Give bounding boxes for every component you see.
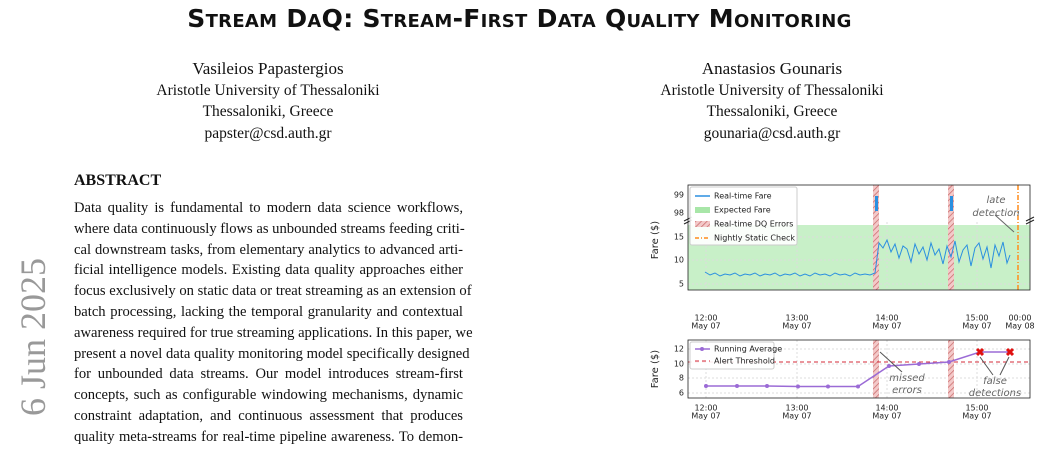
x-tick-label: 14:00 (875, 314, 898, 323)
y-tick-label: 98 (674, 209, 684, 218)
error-region (948, 185, 954, 290)
y-axis-label: Fare ($) (650, 221, 661, 259)
legend-label: Running Average (714, 345, 782, 354)
legend-label: Nightly Static Check (714, 234, 795, 243)
author-affiliation: Aristotle University of Thessaloniki (660, 81, 884, 99)
annotation: detections (969, 388, 1021, 399)
x-tick-label: 15:00 (965, 314, 988, 323)
x-tick-label: May 07 (962, 412, 991, 421)
annotation: false (983, 376, 1007, 387)
paper-title: Stream DaQ: Stream-First Data Quality Mo… (187, 4, 852, 33)
annotation: late (987, 195, 1006, 206)
x-tick-label: May 07 (691, 412, 720, 421)
spike (950, 196, 953, 211)
abstract-line: where data continuously flows as unbound… (74, 220, 465, 237)
x-tick-label: May 07 (872, 412, 901, 421)
error-region (873, 185, 879, 290)
legend-box (689, 186, 798, 246)
x-tick-label: May 08 (1005, 322, 1034, 331)
x-tick-label: 12:00 (694, 314, 717, 323)
author-email: gounaria@csd.auth.gr (703, 124, 841, 142)
x-tick-label: May 07 (782, 412, 811, 421)
abstract-line: quality meta-streams for real-time pipel… (74, 428, 463, 445)
y-tick-label: 99 (674, 191, 684, 200)
axis-break (1025, 219, 1035, 225)
abstract-line: for unbounded data streams. Our model in… (74, 366, 463, 383)
axis-break (1025, 216, 1035, 222)
abstract-line: constraint adaptation, and continuous as… (74, 408, 463, 424)
author-location: Thessaloniki, Greece (202, 103, 334, 120)
legend-label: Expected Fare (714, 206, 771, 215)
y-tick-label: 15 (674, 233, 684, 242)
author-email: papster@csd.auth.gr (204, 124, 332, 142)
author-location: Thessaloniki, Greece (706, 103, 838, 120)
author-name: Anastasios Gounaris (701, 59, 843, 78)
abstract-line: cal downstream tasks, from elementary an… (74, 241, 463, 258)
legend-label: Real-time Fare (714, 192, 772, 201)
abstract-line: awareness required for true streaming ap… (74, 324, 473, 341)
author-block: Anastasios Gounaris Aristotle University… (562, 58, 982, 144)
abstract-line: batch processing, lacking the temporal g… (74, 304, 463, 320)
abstract-line: concepts, such as configurable windowing… (74, 387, 463, 404)
legend-label: Alert Threshold (714, 357, 775, 366)
x-tick-label: May 07 (691, 322, 720, 331)
axes (687, 184, 1031, 291)
x-tick-label: May 07 (782, 322, 811, 331)
annotation: detection (972, 208, 1019, 219)
abstract-line: ficial intelligence models. Existing dat… (74, 262, 463, 279)
y-tick-label: 12 (674, 345, 684, 354)
annotation: errors (892, 385, 922, 396)
x-tick-label: 14:00 (875, 404, 898, 413)
author-affiliation: Aristotle University of Thessaloniki (156, 81, 380, 99)
x-tick-label: 13:00 (785, 314, 808, 323)
abstract-line: focus exclusively on static data or trea… (74, 283, 472, 300)
bottom-plot (687, 339, 1031, 399)
y-tick-label: 6 (679, 389, 684, 398)
author-name: Vasileios Papastergios (192, 59, 344, 78)
y-axis-label: Fare ($) (650, 350, 661, 388)
x-tick-label: May 07 (962, 322, 991, 331)
x-tick-label: 13:00 (785, 404, 808, 413)
x-tick-label: May 07 (872, 322, 901, 331)
author-block: Vasileios Papastergios Aristotle Univers… (58, 58, 478, 144)
annotation-arrow (994, 214, 1015, 233)
y-tick-label: 5 (679, 280, 684, 289)
y-tick-label: 10 (674, 256, 684, 265)
annotation: missed (889, 373, 925, 384)
legend-label: Real-time DQ Errors (714, 220, 793, 229)
y-tick-label: 10 (674, 360, 684, 369)
fare-line (704, 238, 1011, 277)
x-tick-label: 15:00 (965, 404, 988, 413)
top-plot (683, 184, 1035, 291)
abstract-line: Data quality is fundamental to modern da… (74, 200, 463, 216)
spike (875, 196, 878, 211)
y-tick-label: 8 (679, 374, 684, 383)
abstract-line: present a novel data quality monitoring … (74, 345, 470, 362)
x-tick-label: 00:00 (1008, 314, 1031, 323)
section-heading: ABSTRACT (74, 172, 162, 189)
x-tick-label: 12:00 (694, 404, 717, 413)
